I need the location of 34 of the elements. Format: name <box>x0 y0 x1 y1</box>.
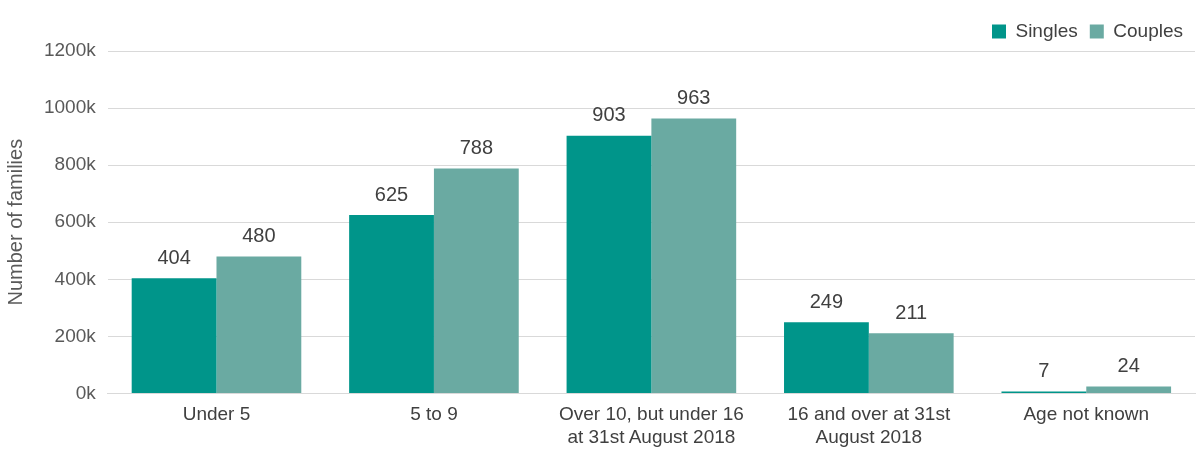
legend-label: Singles <box>1015 19 1078 41</box>
x-tick-label: Under 5 <box>182 403 251 425</box>
x-tick-label: Over 10, but under 16 at 31st August 2018 <box>558 403 744 447</box>
data-label: 7 <box>1038 358 1050 381</box>
bar <box>1086 386 1172 393</box>
legend-label: Couples <box>1113 19 1184 41</box>
data-label: 903 <box>592 103 626 126</box>
bar <box>216 256 302 393</box>
data-label: 480 <box>242 223 276 246</box>
x-tick-label: 5 to 9 <box>410 403 458 425</box>
y-tick-label: 200k <box>54 324 97 346</box>
bar <box>349 215 434 393</box>
data-label: 625 <box>374 182 409 205</box>
bar <box>566 135 652 393</box>
data-label: 211 <box>895 300 928 323</box>
y-tick-label: 1200k <box>43 39 97 61</box>
data-label: 404 <box>157 245 191 268</box>
bar <box>131 278 217 393</box>
x-tick-label: 16 and over at 31st August 2018 <box>787 403 951 447</box>
y-tick-label: 600k <box>54 210 97 232</box>
bar <box>433 168 519 393</box>
y-tick-label: 1000k <box>43 96 97 118</box>
bar <box>651 118 737 393</box>
data-label: 249 <box>809 289 844 312</box>
bar <box>868 333 954 393</box>
data-label: 788 <box>459 136 494 159</box>
y-tick-label: 800k <box>54 153 97 175</box>
y-tick-label: 0k <box>75 381 97 403</box>
data-label: 963 <box>677 86 711 109</box>
y-tick-label: 400k <box>54 267 97 289</box>
data-label: 24 <box>1117 354 1140 377</box>
bar <box>784 322 869 393</box>
y-axis-title: Number of families <box>3 138 26 306</box>
x-tick-label: Age not known <box>1023 403 1150 425</box>
